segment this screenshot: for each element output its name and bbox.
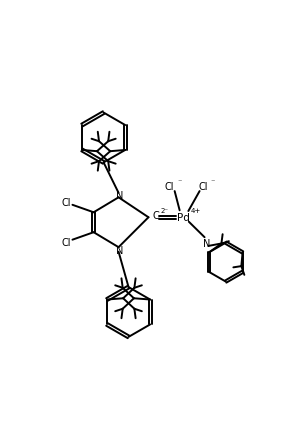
Text: Cl: Cl [165,182,174,192]
Text: 4+: 4+ [191,207,201,213]
Text: N: N [116,191,124,200]
Text: Cl: Cl [61,238,71,247]
Text: Pd: Pd [177,213,190,223]
Text: Cl: Cl [61,198,71,208]
Text: N: N [203,239,211,249]
Text: N: N [116,245,124,255]
Text: ⁻: ⁻ [177,177,181,186]
Text: 2⁻: 2⁻ [161,207,169,213]
Text: C: C [153,210,159,220]
Text: ⁻: ⁻ [211,177,215,186]
Text: Cl: Cl [199,182,208,192]
